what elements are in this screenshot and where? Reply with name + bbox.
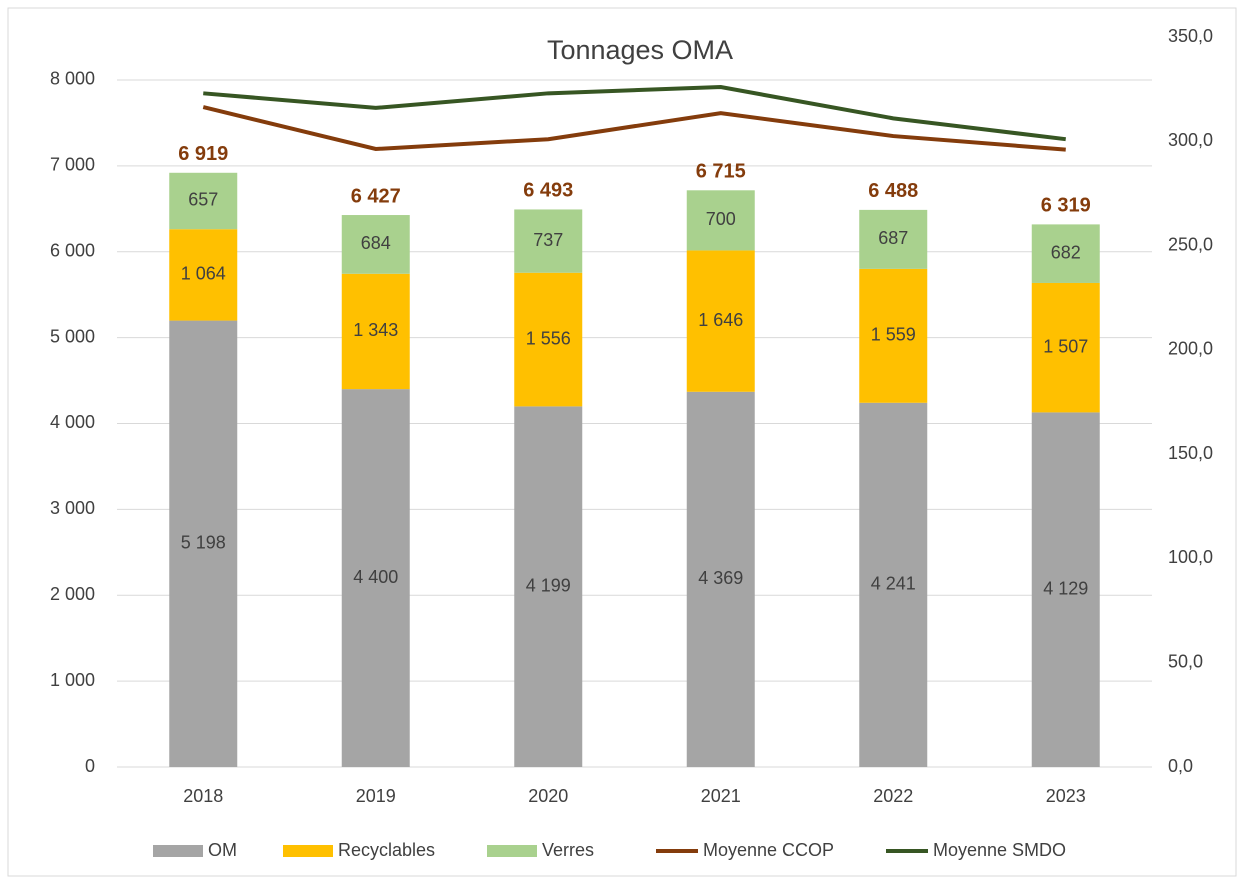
bar-segment bbox=[341, 389, 410, 767]
total-label: 6 488 bbox=[868, 180, 918, 202]
y2-tick-label: 150,0 bbox=[1168, 443, 1213, 463]
line-series bbox=[202, 105, 1066, 152]
total-label: 6 319 bbox=[1041, 195, 1091, 217]
legend-swatch bbox=[487, 845, 537, 857]
value-label: 1 556 bbox=[526, 328, 571, 348]
value-label: 4 369 bbox=[698, 568, 743, 588]
total-label: 6 427 bbox=[351, 185, 401, 207]
value-label: 4 129 bbox=[1043, 578, 1088, 598]
y-tick-label: 5 000 bbox=[50, 326, 95, 346]
x-tick-label: 2020 bbox=[528, 786, 568, 806]
total-label: 6 919 bbox=[178, 143, 228, 165]
value-label: 682 bbox=[1051, 242, 1081, 262]
legend-label: Recyclables bbox=[338, 840, 435, 860]
legend-swatch bbox=[153, 845, 203, 857]
legend-label: Moyenne SMDO bbox=[933, 840, 1066, 860]
chart-title: Tonnages OMA bbox=[547, 35, 733, 65]
y2-tick-label: 0,0 bbox=[1168, 756, 1193, 776]
value-label: 1 343 bbox=[353, 320, 398, 340]
bar-segment bbox=[514, 272, 583, 407]
value-label: 1 559 bbox=[871, 325, 916, 345]
value-label: 1 064 bbox=[181, 264, 226, 284]
y-tick-label: 3 000 bbox=[50, 498, 95, 518]
x-tick-label: 2018 bbox=[183, 786, 223, 806]
x-tick-label: 2021 bbox=[701, 786, 741, 806]
value-label: 4 241 bbox=[871, 574, 916, 594]
value-label: 1 646 bbox=[698, 310, 743, 330]
value-label: 4 400 bbox=[353, 567, 398, 587]
bar-segment bbox=[514, 209, 583, 273]
bar-segment bbox=[514, 406, 583, 767]
y2-tick-label: 50,0 bbox=[1168, 651, 1203, 671]
y-tick-label: 0 bbox=[85, 756, 95, 776]
y2-tick-label: 300,0 bbox=[1168, 130, 1213, 150]
value-label: 5 198 bbox=[181, 533, 226, 553]
value-label: 687 bbox=[878, 228, 908, 248]
y-tick-label: 2 000 bbox=[50, 584, 95, 604]
bar-segment bbox=[1031, 412, 1100, 767]
x-tick-label: 2022 bbox=[873, 786, 913, 806]
bar-segment bbox=[169, 229, 238, 321]
total-label: 6 715 bbox=[696, 161, 746, 183]
value-label: 4 199 bbox=[526, 575, 571, 595]
y-tick-label: 1 000 bbox=[50, 670, 95, 690]
x-tick-label: 2023 bbox=[1046, 786, 1086, 806]
bar-segment bbox=[341, 215, 410, 274]
bar-segment bbox=[169, 320, 238, 767]
value-label: 1 507 bbox=[1043, 336, 1088, 356]
y-tick-label: 4 000 bbox=[50, 412, 95, 432]
y-tick-label: 6 000 bbox=[50, 240, 95, 260]
legend-label: Verres bbox=[542, 840, 594, 860]
value-label: 737 bbox=[533, 230, 563, 250]
y2-tick-label: 100,0 bbox=[1168, 547, 1213, 567]
legend-label: OM bbox=[208, 840, 237, 860]
bar-segment bbox=[859, 209, 928, 269]
bar-segment bbox=[1031, 282, 1100, 413]
y2-tick-label: 350,0 bbox=[1168, 26, 1213, 46]
bar-segment bbox=[859, 402, 928, 767]
bar-segment bbox=[859, 268, 928, 403]
bar-segment bbox=[686, 190, 755, 251]
bar-segment bbox=[169, 172, 238, 230]
total-label: 6 493 bbox=[523, 180, 573, 202]
value-label: 684 bbox=[361, 233, 391, 253]
bar-segment bbox=[1031, 224, 1100, 283]
bar-segment bbox=[686, 250, 755, 392]
y2-tick-label: 250,0 bbox=[1168, 234, 1213, 254]
y-tick-label: 7 000 bbox=[50, 155, 95, 175]
legend-label: Moyenne CCOP bbox=[703, 840, 834, 860]
y2-tick-label: 200,0 bbox=[1168, 339, 1213, 359]
legend-swatch bbox=[283, 845, 333, 857]
x-tick-label: 2019 bbox=[356, 786, 396, 806]
value-label: 700 bbox=[706, 209, 736, 229]
line-series bbox=[203, 85, 1066, 142]
y-tick-label: 8 000 bbox=[50, 69, 95, 89]
bar-segment bbox=[341, 273, 410, 390]
value-label: 657 bbox=[188, 190, 218, 210]
bar-segment bbox=[686, 391, 755, 767]
